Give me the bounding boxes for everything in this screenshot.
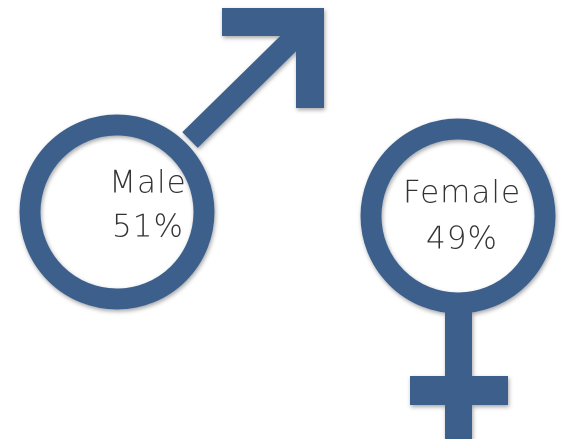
male-symbol [19,8,324,310]
male-label: Male [109,165,186,201]
female-symbol [360,118,556,439]
female-crossbar [410,376,508,405]
female-stem [445,312,472,439]
male-ring [19,114,215,310]
female-value: 49% [426,221,498,257]
female-label: Female [403,175,521,211]
male-arrow-shaft [182,24,308,148]
female-ring [360,118,556,314]
male-arrow-head [222,8,324,108]
male-value: 51% [112,209,184,245]
